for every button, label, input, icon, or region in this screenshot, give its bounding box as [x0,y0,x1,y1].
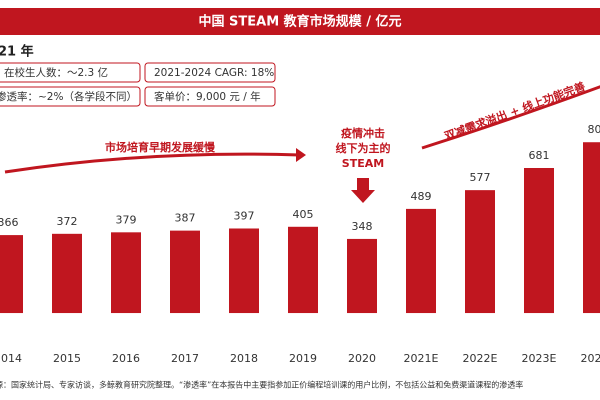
x-tick-label: 2022E [463,352,498,365]
title-banner [0,8,600,35]
bar [229,228,259,314]
info-box [144,86,276,107]
trend-arrow [4,152,301,174]
bar [170,230,200,314]
subtitle: 21 年 [0,44,34,60]
value-label: 348 [352,220,373,233]
value-label: 802 [588,123,600,136]
x-tick-label: 2024E [581,352,600,365]
info-box [0,62,141,83]
x-tick-label: 2019 [289,352,317,365]
bar [288,226,318,314]
info-text: 渗透率：~2%（各学段不同） [0,90,137,103]
bar [406,208,436,314]
down-arrow [351,178,375,203]
info-text: 客单价：9,000 元 / 年 [154,90,261,103]
x-tick-label: 2015 [53,352,81,365]
annotation: 双减需求溢出 + 线上功能完善 [442,79,587,143]
value-label: 577 [470,171,491,184]
x-tick-label: 2021E [404,352,439,365]
value-label: 489 [411,190,432,203]
bar [347,238,377,314]
value-label: 366 [0,216,19,229]
x-tick-label: 2014 [0,352,22,365]
annotation: 线下为主的 [336,141,391,155]
annotation: 市场培育早期发展缓慢 [105,140,216,154]
annotation: 疫情冲击 [341,126,385,140]
info-text: 在校生人数：～2.3 亿 [4,66,108,79]
value-label: 681 [529,149,550,162]
bar [524,167,554,314]
trend-arrow [421,85,600,150]
value-label: 372 [57,215,78,228]
x-tick-label: 2018 [230,352,258,365]
x-tick-label: 2023E [522,352,557,365]
x-tick-label: 2016 [112,352,140,365]
bar [465,190,495,314]
info-text: 2021-2024 CAGR: 18% [154,67,274,79]
arrow-head [296,148,306,162]
value-label: 387 [175,212,196,225]
value-label: 405 [293,208,314,221]
info-box [144,62,276,83]
source-note: 源：国家统计局、专家访谈，多鲸教育研究院整理。“渗透率”在本报告中主要指参加正价… [0,380,523,390]
value-label: 397 [234,209,255,222]
x-tick-label: 2017 [171,352,199,365]
bar [111,232,141,314]
value-label: 379 [116,213,137,226]
bar [52,233,82,314]
bar [583,142,600,314]
chart-title: 中国 STEAM 教育市场规模 / 亿元 [199,14,402,30]
annotation: STEAM [342,157,384,170]
info-box [0,86,141,107]
x-tick-label: 2020 [348,352,376,365]
bar [0,235,23,314]
